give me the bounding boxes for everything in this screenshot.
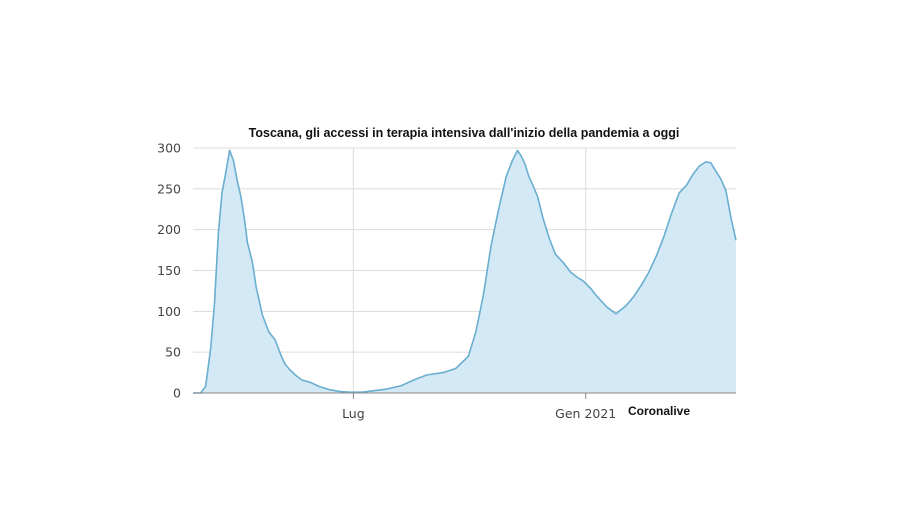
area-series bbox=[193, 149, 737, 394]
y-tick-label: 200 bbox=[157, 222, 181, 237]
y-tick-label: 100 bbox=[157, 304, 181, 319]
y-tick-label: 0 bbox=[173, 386, 181, 401]
source-label: Coronalive bbox=[628, 404, 690, 418]
y-tick-label: 250 bbox=[157, 181, 181, 196]
x-tick-labels: Lug Gen 2021 bbox=[342, 406, 616, 421]
y-tick-label: 50 bbox=[165, 345, 181, 360]
series-area-fill bbox=[193, 150, 736, 393]
chart-title: Toscana, gli accessi in terapia intensiv… bbox=[249, 126, 680, 140]
series-line bbox=[193, 149, 737, 394]
y-tick-label: 150 bbox=[157, 263, 181, 278]
axes bbox=[193, 392, 736, 399]
y-tick-labels: 0 50 100 150 200 250 300 bbox=[157, 141, 181, 401]
x-tick-label: Gen 2021 bbox=[555, 406, 616, 421]
y-tick-label: 300 bbox=[157, 141, 181, 156]
x-tick-label: Lug bbox=[342, 406, 365, 421]
